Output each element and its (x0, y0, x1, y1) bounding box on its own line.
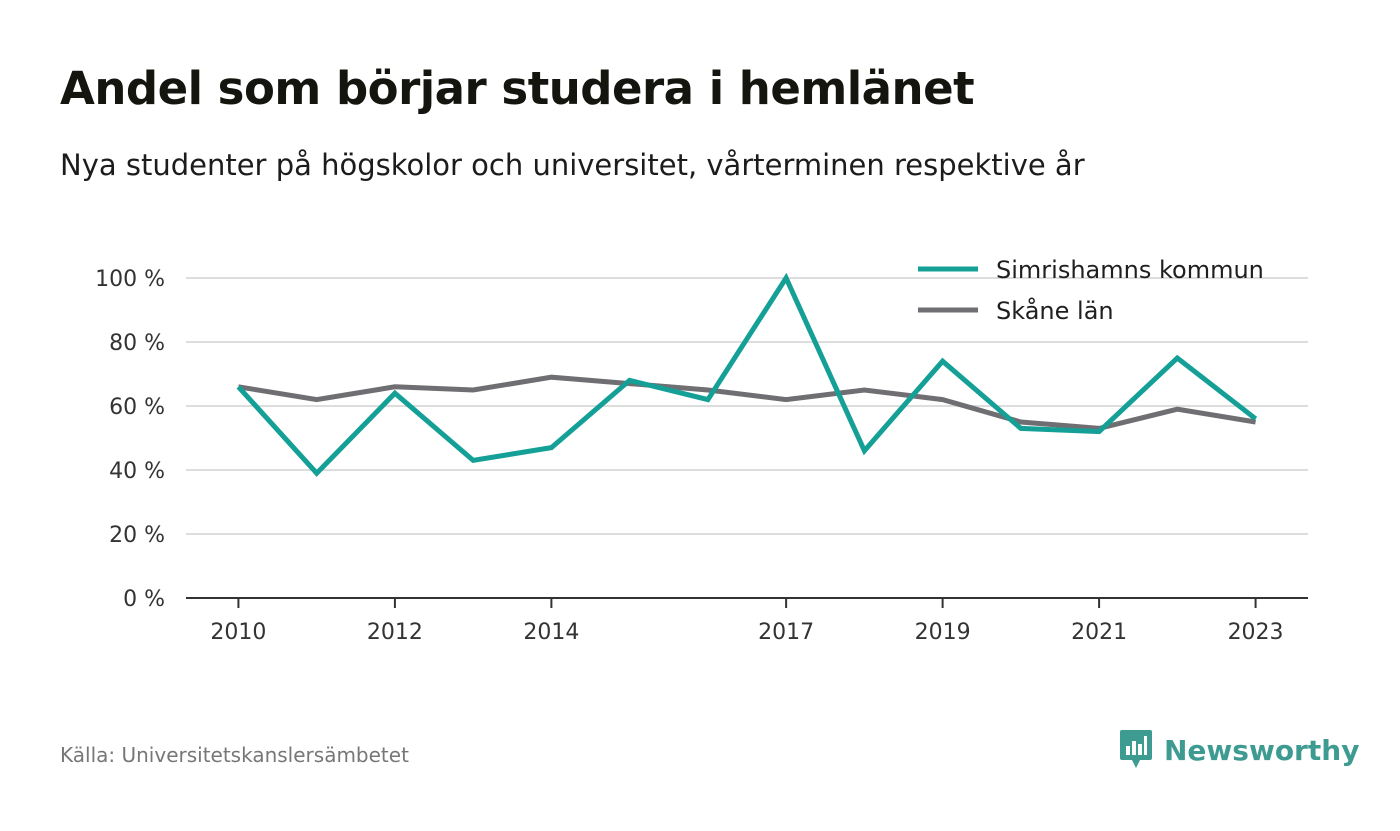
brand-name: Newsworthy (1164, 733, 1360, 767)
line-chart: 0 % 20 % 40 % 60 % 80 % 100 % 2010 2012 2014 2017… (95, 256, 1308, 645)
x-tick-label: 2023 (1228, 620, 1284, 645)
newsworthy-logo-icon (1120, 730, 1152, 768)
x-tick-label: 2012 (367, 620, 423, 645)
x-tick-label: 2010 (210, 620, 266, 645)
axes: 0 % 20 % 40 % 60 % 80 % 100 % 2010 2012 2014 2017… (95, 267, 1308, 645)
x-tick-label: 2017 (758, 620, 814, 645)
legend-label-simrishamn: Simrishamns kommun (996, 256, 1264, 284)
legend-label-skane: Skåne län (996, 296, 1114, 325)
x-tick-label: 2019 (915, 620, 971, 645)
y-tick-label: 100 % (95, 267, 165, 292)
x-tick-label: 2014 (523, 620, 579, 645)
y-tick-label: 60 % (109, 395, 165, 420)
source-note: Källa: Universitetskanslersämbetet (60, 743, 409, 767)
y-tick-label: 0 % (123, 587, 165, 612)
y-tick-label: 40 % (109, 459, 165, 484)
brand-logo: Newsworthy (1118, 728, 1359, 772)
series-line-skane (237, 374, 1257, 431)
grid-lines (186, 277, 1308, 535)
legend: Simrishamns kommun Skåne län (918, 256, 1264, 325)
y-tick-label: 80 % (109, 331, 165, 356)
y-tick-label: 20 % (109, 523, 165, 548)
chart-subtitle: Nya studenter på högskolor och universit… (60, 148, 1085, 182)
chart-title: Andel som börjar studera i hemlänet (60, 62, 975, 115)
x-tick-label: 2021 (1071, 620, 1127, 645)
series-lines (236, 272, 1258, 477)
series-line-simrishamn (236, 272, 1258, 477)
